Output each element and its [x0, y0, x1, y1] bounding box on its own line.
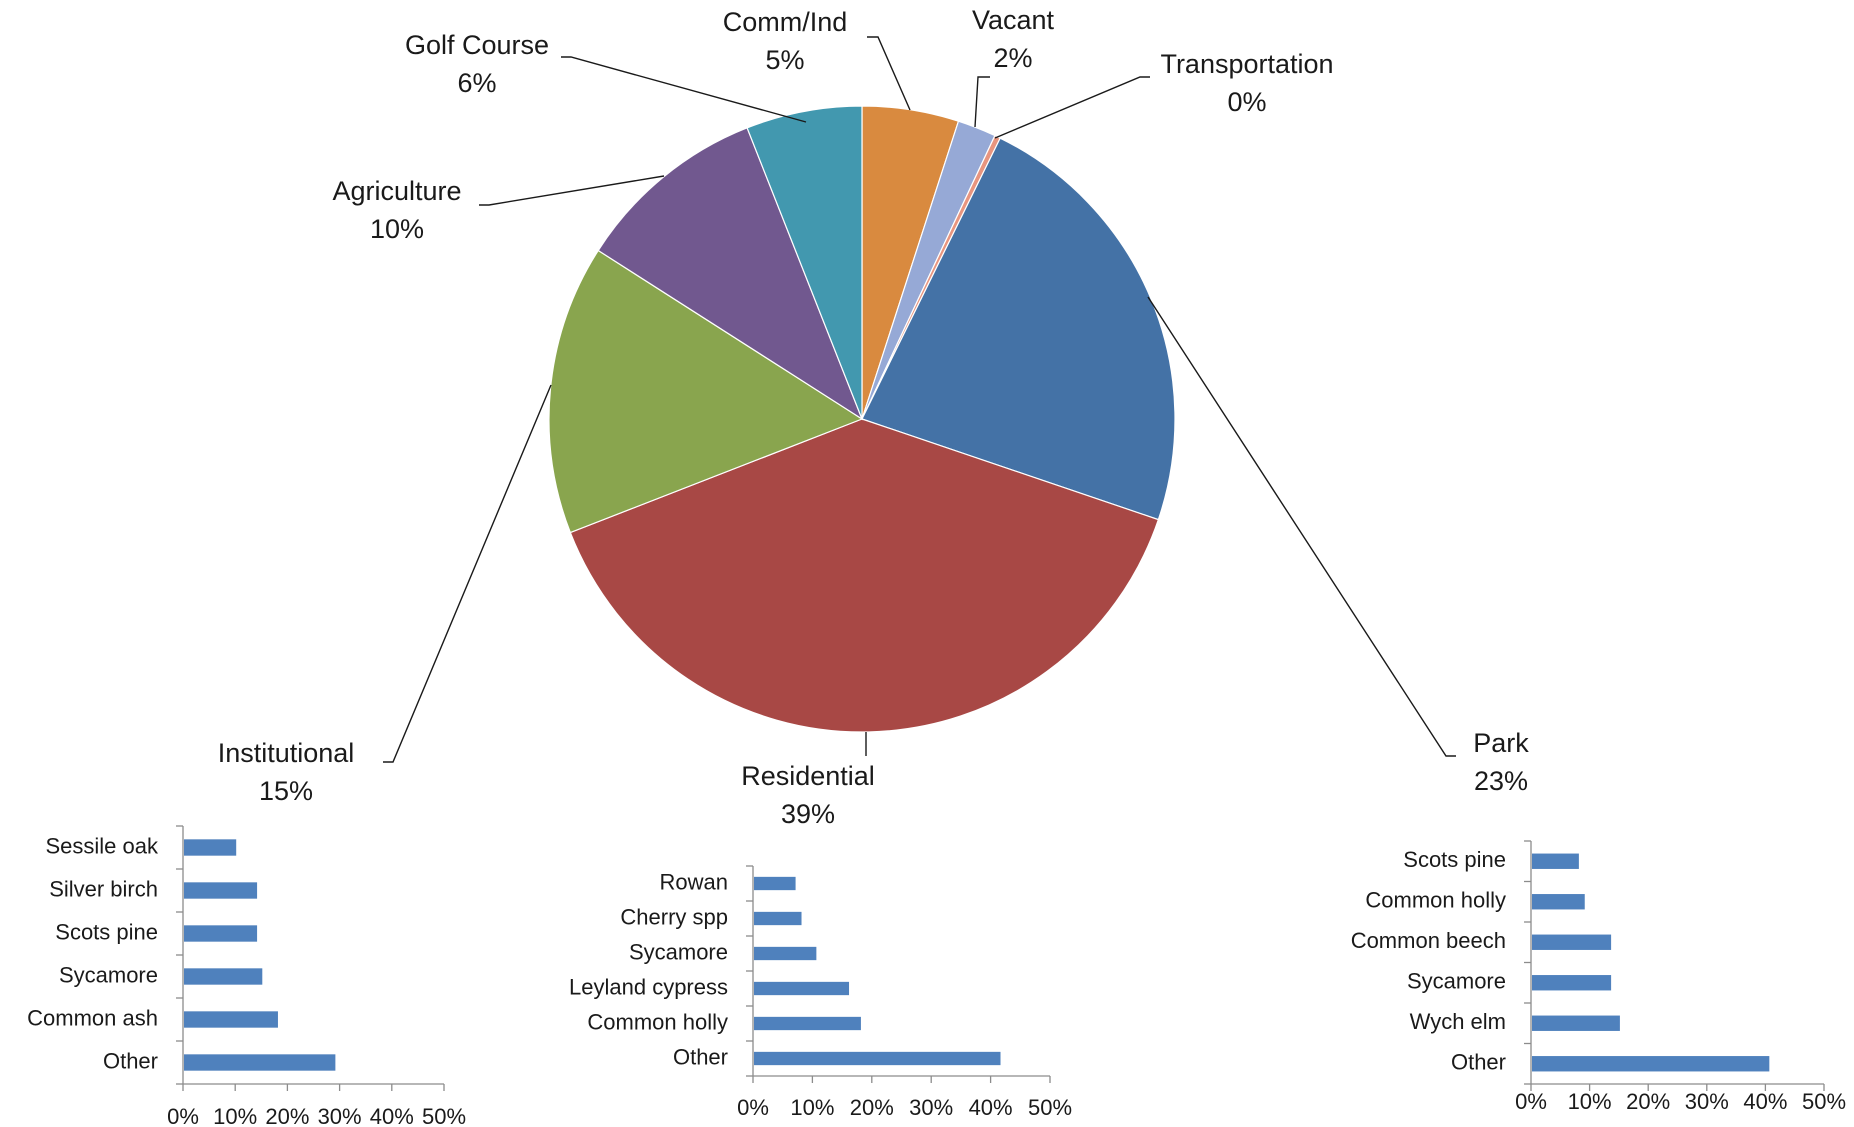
bar-sycamore — [754, 947, 816, 960]
category-label-sessile-oak: Sessile oak — [45, 833, 159, 858]
x-tick-label-30: 30% — [318, 1104, 362, 1127]
category-label-silver-birch: Silver birch — [49, 876, 158, 901]
pie-label-agriculture: Agriculture — [332, 176, 461, 206]
category-label-rowan: Rowan — [660, 869, 728, 894]
leader-line-park — [1148, 297, 1456, 756]
pie-percent-agriculture: 10% — [370, 214, 424, 244]
leader-line-institutional — [383, 385, 551, 762]
x-tick-label-20: 20% — [1626, 1089, 1670, 1114]
pie-percent-park: 23% — [1474, 766, 1528, 796]
pie-percent-golf-course: 6% — [457, 68, 496, 98]
bar-common-holly — [1532, 894, 1585, 909]
x-tick-label-50: 50% — [1802, 1089, 1846, 1114]
category-label-common-beech: Common beech — [1351, 928, 1506, 953]
pie-label-comm-ind: Comm/Ind — [723, 7, 848, 37]
x-tick-label-0: 0% — [1515, 1089, 1547, 1114]
bar-rowan — [754, 877, 796, 890]
pie-percent-transportation: 0% — [1227, 87, 1266, 117]
bar-wych-elm — [1532, 1016, 1620, 1031]
bar-common-ash — [184, 1011, 278, 1027]
bar-scots-pine — [1532, 854, 1579, 869]
bar-leyland-cypress — [754, 982, 849, 995]
x-tick-label-0: 0% — [737, 1095, 769, 1120]
category-label-wych-elm: Wych elm — [1410, 1009, 1506, 1034]
bar-cherry-spp — [754, 912, 802, 925]
x-tick-label-10: 10% — [790, 1095, 834, 1120]
x-tick-label-40: 40% — [1743, 1089, 1787, 1114]
category-label-cherry-spp: Cherry spp — [620, 904, 728, 929]
pie-label-golf-course: Golf Course — [405, 30, 549, 60]
bar-sycamore — [184, 968, 262, 984]
x-tick-label-0: 0% — [167, 1104, 199, 1127]
category-label-common-holly: Common holly — [1365, 888, 1506, 913]
category-label-other: Other — [1451, 1050, 1506, 1075]
category-label-sycamore: Sycamore — [1407, 969, 1506, 994]
bar-other — [184, 1054, 335, 1070]
leader-line-comm-ind — [867, 37, 910, 110]
x-tick-label-40: 40% — [370, 1104, 414, 1127]
x-tick-label-30: 30% — [909, 1095, 953, 1120]
category-label-other: Other — [673, 1044, 728, 1069]
pie-label-park: Park — [1473, 728, 1529, 758]
category-label-leyland-cypress: Leyland cypress — [569, 974, 728, 999]
pie-label-vacant: Vacant — [972, 5, 1055, 35]
leader-line-transportation — [995, 77, 1150, 138]
leader-line-vacant — [975, 77, 990, 127]
bar-other — [1532, 1056, 1769, 1071]
x-tick-label-50: 50% — [1028, 1095, 1072, 1120]
category-label-common-holly: Common holly — [587, 1009, 728, 1034]
x-tick-label-10: 10% — [213, 1104, 257, 1127]
x-tick-label-50: 50% — [422, 1104, 466, 1127]
bar-other — [754, 1052, 1001, 1065]
land-use-pie-chart — [549, 106, 1175, 732]
x-tick-label-10: 10% — [1568, 1089, 1612, 1114]
category-label-sycamore: Sycamore — [59, 962, 158, 987]
pie-label-residential: Residential — [741, 761, 875, 791]
x-tick-label-20: 20% — [265, 1104, 309, 1127]
species-bar-charts: 0% 10% 20% 30% 40% 50% Sessile oak Silver birch… — [27, 826, 1846, 1127]
pie-label-transportation: Transportation — [1160, 49, 1333, 79]
bar-chart-park: 0% 10% 20% 30% 40% 50% Scots pine Common holly C… — [1351, 841, 1846, 1114]
category-label-common-ash: Common ash — [27, 1005, 158, 1030]
bar-sessile-oak — [184, 839, 236, 855]
bar-common-holly — [754, 1017, 861, 1030]
category-label-sycamore: Sycamore — [629, 939, 728, 964]
category-label-scots-pine: Scots pine — [55, 919, 158, 944]
pie-percent-residential: 39% — [781, 799, 835, 829]
x-tick-label-40: 40% — [969, 1095, 1013, 1120]
bar-sycamore — [1532, 975, 1611, 990]
category-label-other: Other — [103, 1048, 158, 1073]
bar-silver-birch — [184, 882, 257, 898]
pie-label-institutional: Institutional — [218, 738, 355, 768]
x-tick-label-20: 20% — [850, 1095, 894, 1120]
bar-common-beech — [1532, 935, 1611, 950]
x-tick-label-30: 30% — [1685, 1089, 1729, 1114]
leader-line-agriculture — [479, 176, 664, 205]
pie-percent-vacant: 2% — [993, 43, 1032, 73]
bar-chart-residential: 0% 10% 20% 30% 40% 50% Rowan Cherry spp Sycamore… — [569, 866, 1072, 1120]
category-label-scots-pine: Scots pine — [1403, 847, 1506, 872]
pie-percent-comm-ind: 5% — [765, 45, 804, 75]
pie-percent-institutional: 15% — [259, 776, 313, 806]
bar-chart-institutional: 0% 10% 20% 30% 40% 50% Sessile oak Silver birch… — [27, 826, 466, 1127]
bar-scots-pine — [184, 925, 257, 941]
